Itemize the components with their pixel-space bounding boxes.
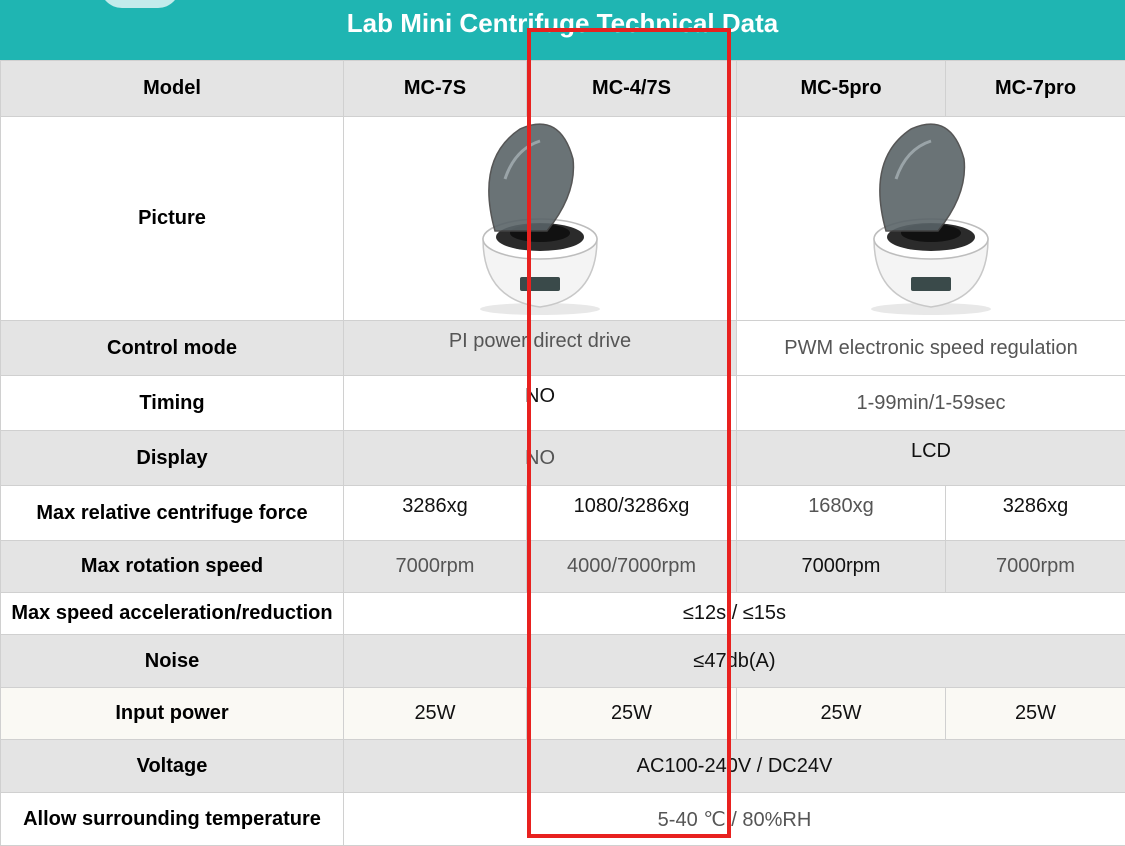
max-rcf-mc-4-7s: 1080/3286xg: [527, 486, 737, 541]
display-group2: LCD: [737, 431, 1125, 486]
page-title: Lab Mini Centrifuge Technical Data: [0, 8, 1125, 39]
input-power-row: Input power 25W 25W 25W 25W: [1, 688, 1125, 740]
noise-label: Noise: [1, 635, 344, 688]
timing-group2: 1-99min/1-59sec: [737, 376, 1125, 431]
input-power-mc-4-7s: 25W: [527, 688, 737, 740]
control-mode-label: Control mode: [1, 321, 344, 376]
display-group1: NO: [344, 431, 737, 486]
max-rcf-row: Max relative centrifuge force 3286xg 108…: [1, 486, 1125, 541]
display-group2-value: LCD: [911, 440, 951, 463]
centrifuge-image: [465, 119, 615, 319]
max-speed-row: Max rotation speed 7000rpm 4000/7000rpm …: [1, 541, 1125, 593]
input-power-mc-7pro: 25W: [946, 688, 1125, 740]
control-mode-group2: PWM electronic speed regulation: [737, 321, 1125, 376]
centrifuge-image: [856, 119, 1006, 319]
max-rcf-mc-7s: 3286xg: [344, 486, 527, 541]
model-mc-5pro: MC-5pro: [737, 61, 946, 117]
model-row: Model MC-7S MC-4/7S MC-5pro MC-7pro: [1, 61, 1125, 117]
timing-label: Timing: [1, 376, 344, 431]
max-speed-mc-7s: 7000rpm: [344, 541, 527, 593]
max-rcf-mc-7s-value: 3286xg: [402, 495, 468, 518]
max-speed-mc-5pro: 7000rpm: [737, 541, 946, 593]
temperature-row: Allow surrounding temperature 5-40 ℃ / 8…: [1, 793, 1125, 846]
max-rcf-mc-5pro-value: 1680xg: [808, 495, 874, 518]
title-bar: Lab Mini Centrifuge Technical Data: [0, 0, 1125, 60]
max-rcf-mc-4-7s-value: 1080/3286xg: [574, 495, 690, 518]
watermark-logo: [100, 0, 180, 8]
model-mc-7pro: MC-7pro: [946, 61, 1125, 117]
input-power-mc-7s: 25W: [344, 688, 527, 740]
max-rcf-mc-5pro: 1680xg: [737, 486, 946, 541]
acceleration-row: Max speed acceleration/reduction ≤12s / …: [1, 593, 1125, 635]
voltage-label: Voltage: [1, 740, 344, 793]
max-rcf-mc-7pro: 3286xg: [946, 486, 1125, 541]
timing-group1: NO: [344, 376, 737, 431]
max-speed-mc-4-7s: 4000/7000rpm: [527, 541, 737, 593]
acceleration-label: Max speed acceleration/reduction: [1, 593, 344, 635]
picture-label: Picture: [1, 117, 344, 321]
max-rcf-mc-7pro-value: 3286xg: [1003, 495, 1069, 518]
model-label: Model: [1, 61, 344, 117]
voltage-row: Voltage AC100-240V / DC24V: [1, 740, 1125, 793]
temperature-value: 5-40 ℃ / 80%RH: [344, 793, 1125, 846]
timing-row: Timing NO 1-99min/1-59sec: [1, 376, 1125, 431]
model-mc-4-7s: MC-4/7S: [527, 61, 737, 117]
display-label: Display: [1, 431, 344, 486]
picture-cell-group2: [737, 117, 1125, 321]
model-mc-7s: MC-7S: [344, 61, 527, 117]
input-power-mc-5pro: 25W: [737, 688, 946, 740]
picture-cell-group1: [344, 117, 737, 321]
noise-row: Noise ≤47db(A): [1, 635, 1125, 688]
acceleration-value: ≤12s / ≤15s: [344, 593, 1125, 635]
temperature-label: Allow surrounding temperature: [1, 793, 344, 846]
input-power-label: Input power: [1, 688, 344, 740]
picture-row: Picture: [1, 117, 1125, 321]
control-mode-group1: PI power direct drive: [344, 321, 737, 376]
control-mode-group1-value: PI power direct drive: [449, 330, 631, 353]
spec-table: Model MC-7S MC-4/7S MC-5pro MC-7pro Pict…: [0, 60, 1125, 846]
voltage-value: AC100-240V / DC24V: [344, 740, 1125, 793]
max-rcf-label: Max relative centrifuge force: [1, 486, 344, 541]
control-mode-row: Control mode PI power direct drive PWM e…: [1, 321, 1125, 376]
timing-group1-value: NO: [525, 385, 555, 408]
noise-value: ≤47db(A): [344, 635, 1125, 688]
display-row: Display NO LCD: [1, 431, 1125, 486]
max-speed-mc-7pro: 7000rpm: [946, 541, 1125, 593]
max-speed-label: Max rotation speed: [1, 541, 344, 593]
